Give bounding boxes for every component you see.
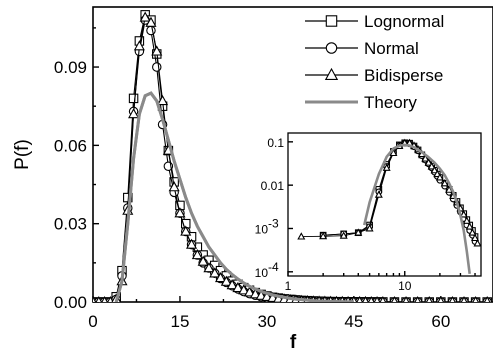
data-point-bidisperse: [379, 295, 387, 302]
data-point-bidisperse: [174, 207, 186, 218]
data-point-bidisperse: [449, 296, 456, 302]
data-point-bidisperse: [145, 16, 157, 27]
y-tick-label: 0.09: [54, 58, 87, 77]
data-point-bidisperse: [414, 296, 421, 302]
data-point-bidisperse: [197, 255, 209, 266]
data-point-bidisperse: [186, 238, 198, 249]
data-point-lognormal: [128, 93, 139, 104]
data-point-bidisperse: [128, 108, 140, 119]
inset-point-bidisperse: [459, 210, 468, 218]
data-point-bidisperse: [209, 267, 221, 278]
data-point-bidisperse: [243, 286, 256, 297]
data-point-bidisperse: [483, 296, 491, 302]
data-point-bidisperse: [362, 295, 369, 302]
x-tick-label: 0: [88, 312, 97, 331]
data-point-bidisperse: [238, 284, 250, 295]
data-point-bidisperse: [232, 281, 244, 293]
inset-y-axis: 10 -410 -30.010.1: [255, 136, 293, 280]
inset-point-bidisperse: [297, 232, 306, 240]
data-point-bidisperse: [356, 295, 364, 302]
data-point-bidisperse: [220, 275, 232, 286]
inset-point-bidisperse: [468, 228, 477, 236]
y-axis-title: P(f): [12, 139, 33, 170]
inset-point-bidisperse: [440, 179, 449, 187]
data-point-bidisperse: [367, 295, 375, 302]
data-point-bidisperse: [425, 296, 433, 302]
inset-point-bidisperse: [421, 154, 430, 162]
inset-line-theory: [362, 143, 471, 274]
data-point-bidisperse: [151, 45, 163, 56]
data-point-bidisperse: [157, 95, 169, 106]
legend-label-lognormal: Lognormal: [364, 12, 444, 31]
x-tick-label: 30: [257, 312, 276, 331]
data-point-bidisperse: [391, 295, 398, 302]
inset-point-bidisperse: [339, 231, 348, 239]
inset-point-bidisperse: [435, 173, 444, 181]
inset-series: [297, 138, 481, 274]
inset-point-bidisperse: [365, 224, 374, 232]
data-point-bidisperse: [95, 296, 103, 302]
inset-y-tick-label: 10: [255, 266, 269, 280]
data-point-bidisperse: [139, 11, 151, 22]
series-line-theory-front: [114, 91, 354, 302]
data-point-bidisperse: [101, 296, 108, 302]
inset-x-tick-label: 10: [398, 279, 412, 293]
inset-y-tick-label: 0.1: [267, 136, 284, 150]
legend-label-bidisperse: Bidisperse: [364, 66, 443, 85]
data-point-bidisperse: [168, 181, 180, 192]
inset-point-bidisperse: [424, 158, 433, 166]
y-axis: 0.00 0.03 0.06 0.09: [54, 27, 99, 312]
inset-y-tick-exponent: -3: [268, 216, 279, 230]
data-point-bidisperse: [180, 225, 192, 236]
data-point-bidisperse: [93, 296, 97, 302]
x-axis-title: f: [290, 332, 297, 351]
legend: Lognormal Normal Bidisperse Theory: [305, 12, 444, 112]
data-point-bidisperse: [226, 279, 238, 290]
inset-point-bidisperse: [427, 162, 436, 170]
inset-point-bidisperse: [473, 239, 481, 247]
data-point-bidisperse: [203, 262, 215, 273]
inset-point-bidisperse: [462, 216, 471, 224]
inset-point-bidisperse: [389, 148, 398, 157]
inset-y-tick-label: 10: [255, 222, 269, 236]
inset-point-bidisperse: [430, 165, 439, 174]
data-point-normal: [146, 25, 156, 36]
x-tick-label: 45: [344, 312, 363, 331]
data-point-bidisperse: [402, 296, 410, 302]
data-point-bidisperse: [191, 249, 203, 260]
data-point-bidisperse: [249, 288, 261, 299]
inset-frame: [287, 132, 482, 277]
legend-label-theory: Theory: [364, 93, 417, 112]
inset-point-bidisperse: [354, 228, 363, 236]
inset-y-tick-exponent: -4: [268, 260, 279, 274]
legend-label-normal: Normal: [364, 39, 419, 58]
data-point-bidisperse: [133, 40, 145, 51]
y-tick-label: 0.03: [54, 215, 87, 234]
data-point-bidisperse: [460, 296, 468, 302]
main-series: [93, 10, 492, 302]
data-point-normal: [152, 62, 162, 72]
y-tick-label: 0.06: [54, 136, 87, 155]
x-tick-label: 15: [170, 312, 189, 331]
data-point-bidisperse: [472, 296, 479, 302]
x-tick-label: 60: [431, 312, 450, 331]
legend-marker-normal: [325, 42, 338, 54]
inset-x-axis: 1 10: [285, 271, 476, 293]
inset-point-bidisperse: [319, 231, 328, 240]
data-point-bidisperse: [373, 295, 381, 302]
inset-point-bidisperse: [465, 222, 474, 230]
inset-y-tick-label: 0.01: [261, 179, 285, 193]
legend-marker-lognormal: [325, 15, 338, 27]
inset-point-bidisperse: [374, 190, 383, 198]
data-point-bidisperse: [214, 272, 227, 283]
inset-point-bidisperse: [471, 233, 480, 242]
y-tick-label: 0.00: [54, 293, 87, 312]
inset-point-bidisperse: [382, 163, 391, 171]
data-point-bidisperse: [437, 296, 445, 302]
legend-marker-bidisperse: [324, 67, 339, 81]
inset-x-tick-label: 1: [285, 279, 292, 293]
